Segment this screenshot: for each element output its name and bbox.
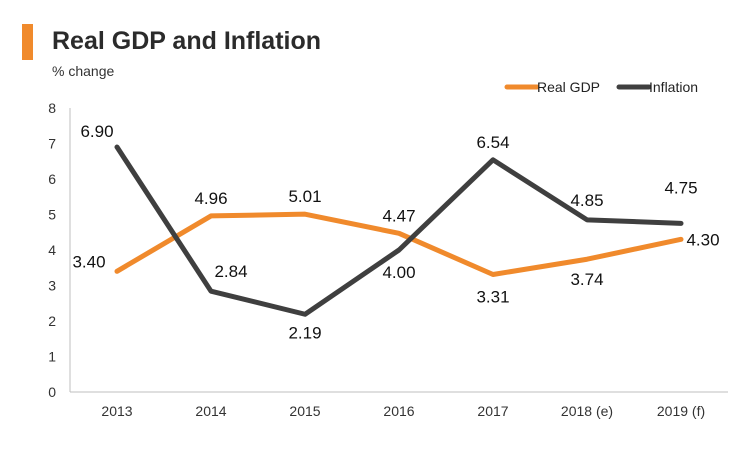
data-label: 4.96: [194, 189, 227, 208]
y-tick-label: 8: [48, 100, 56, 116]
chart-subtitle: % change: [52, 63, 115, 79]
data-label: 3.31: [476, 287, 509, 306]
axes: [69, 108, 728, 393]
data-label: 3.74: [570, 270, 603, 289]
legend-label: Inflation: [649, 79, 698, 95]
x-tick-label: 2017: [477, 403, 508, 419]
legend-label: Real GDP: [537, 79, 600, 95]
x-tick-label: 2019 (f): [657, 403, 705, 419]
y-tick-label: 4: [48, 242, 56, 258]
x-axis-ticks: 2013 2014 2015 2016 2017 2018 (e) 2019 (f): [101, 403, 705, 419]
data-label: 6.90: [80, 122, 113, 141]
data-labels: 3.40 4.96 5.01 4.47 3.31 3.74 4.30 6.90 2.84 2.19…: [72, 122, 719, 342]
x-tick-label: 2018 (e): [561, 403, 613, 419]
data-label: 4.47: [382, 206, 415, 225]
y-tick-label: 6: [48, 171, 56, 187]
data-label: 5.01: [288, 187, 321, 206]
y-tick-label: 0: [48, 384, 56, 400]
legend: Real GDP Inflation: [504, 79, 698, 95]
y-tick-label: 1: [48, 349, 56, 365]
x-tick-label: 2015: [289, 403, 320, 419]
x-tick-label: 2014: [195, 403, 226, 419]
data-label: 2.19: [288, 323, 321, 342]
x-tick-label: 2013: [101, 403, 132, 419]
data-label: 4.00: [382, 263, 415, 282]
y-tick-label: 3: [48, 278, 56, 294]
data-label: 6.54: [476, 133, 509, 152]
data-label: 2.84: [214, 262, 247, 281]
data-label: 4.85: [570, 191, 603, 210]
y-tick-label: 5: [48, 207, 56, 223]
y-tick-label: 2: [48, 313, 56, 329]
chart-title: Real GDP and Inflation: [52, 27, 322, 55]
y-axis-ticks: 0 1 2 3 4 5 6 7 8: [48, 100, 56, 400]
data-label: 3.40: [72, 252, 105, 271]
x-tick-label: 2016: [383, 403, 414, 419]
data-label: 4.75: [664, 178, 697, 197]
series-lines: [114, 144, 684, 317]
data-label: 4.30: [686, 230, 719, 249]
y-tick-label: 7: [48, 136, 56, 152]
title-accent-bar: [22, 24, 33, 60]
